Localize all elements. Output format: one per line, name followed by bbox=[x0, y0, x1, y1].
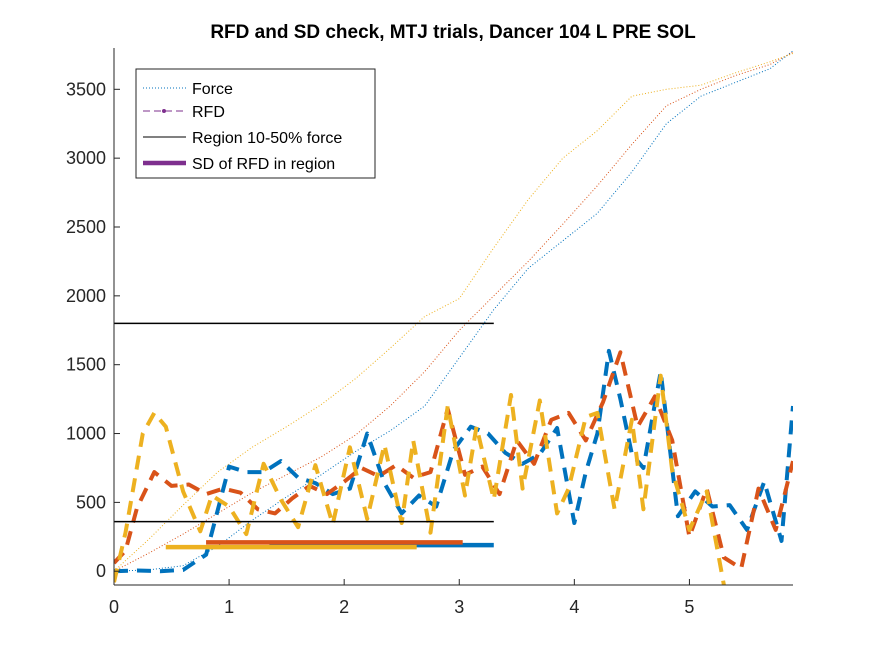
legend-label-sd: SD of RFD in region bbox=[192, 156, 335, 173]
plot-area bbox=[114, 50, 793, 585]
y-tick-label: 500 bbox=[76, 492, 106, 512]
legend-label-rfd: RFD bbox=[192, 104, 225, 121]
legend-box bbox=[135, 68, 376, 179]
force-line-trial-1 bbox=[114, 50, 793, 572]
legend-label-force: Force bbox=[192, 81, 233, 98]
force-line-trial-2 bbox=[114, 51, 793, 572]
y-tick-label: 3500 bbox=[66, 79, 106, 99]
y-tick-label: 1000 bbox=[66, 424, 106, 444]
plot-content bbox=[114, 50, 793, 585]
x-tick-label: 3 bbox=[454, 597, 464, 617]
y-tick-label: 0 bbox=[96, 561, 106, 581]
legend-label-region: Region 10-50% force bbox=[192, 130, 342, 147]
x-tick-label: 4 bbox=[569, 597, 579, 617]
y-tick-label: 1500 bbox=[66, 355, 106, 375]
x-tick-label: 0 bbox=[109, 597, 119, 617]
x-tick-label: 2 bbox=[339, 597, 349, 617]
legend: Force RFD Region 10-50% force SD of RFD … bbox=[135, 68, 376, 179]
legend-marker-rfd bbox=[162, 109, 166, 113]
force-line-trial-3 bbox=[114, 53, 793, 572]
y-tick-label: 3000 bbox=[66, 148, 106, 168]
x-tick-label: 1 bbox=[224, 597, 234, 617]
y-tick-label: 2500 bbox=[66, 217, 106, 237]
chart-title: RFD and SD check, MTJ trials, Dancer 104… bbox=[210, 22, 696, 43]
rfd-line-trial-3 bbox=[114, 373, 726, 585]
axes: 0 1 2 3 4 5 0 500 1000 1500 2000 2500 3000 3500 bbox=[66, 48, 793, 617]
x-tick-label: 5 bbox=[684, 597, 694, 617]
y-tick-label: 2000 bbox=[66, 286, 106, 306]
